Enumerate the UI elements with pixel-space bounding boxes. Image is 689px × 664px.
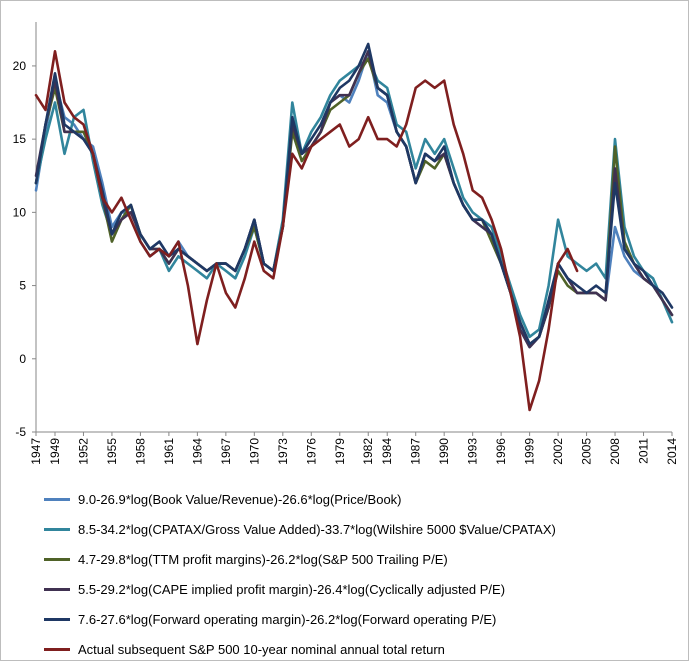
legend-swatch bbox=[44, 617, 70, 621]
x-tick-label: 2011 bbox=[637, 438, 651, 464]
legend-label: 8.5-34.2*log(CPATAX/Gross Value Added)-3… bbox=[78, 521, 556, 537]
legend-label: 5.5-29.2*log(CAPE implied profit margin)… bbox=[78, 581, 506, 597]
legend-label: Actual subsequent S&P 500 10-year nomina… bbox=[78, 641, 445, 657]
series-line-2 bbox=[34, 57, 674, 339]
legend-swatch bbox=[44, 647, 70, 651]
y-tick-label: 20 bbox=[13, 59, 27, 73]
series-line-4 bbox=[34, 49, 674, 349]
x-tick-label: 1999 bbox=[523, 438, 537, 465]
legend-item-2: 8.5-34.2*log(CPATAX/Gross Value Added)-3… bbox=[44, 514, 684, 544]
y-tick-label: -5 bbox=[15, 425, 26, 439]
legend-item-1: 9.0-26.9*log(Book Value/Revenue)-26.6*lo… bbox=[44, 484, 684, 514]
x-axis: 1947 1949 1952 1955 1958 1961 1964 1967 1970 1973… bbox=[29, 431, 679, 465]
legend-label: 4.7-29.8*log(TTM profit margins)-26.2*lo… bbox=[78, 551, 448, 567]
x-tick-label: 2002 bbox=[551, 438, 565, 465]
x-tick-label: 1964 bbox=[190, 438, 204, 465]
x-tick-label: 1987 bbox=[409, 438, 423, 465]
x-tick-label: 1952 bbox=[76, 438, 90, 465]
x-tick-label: 1967 bbox=[219, 438, 233, 465]
x-tick-label: 1973 bbox=[276, 438, 290, 465]
x-tick-label: 2008 bbox=[608, 438, 622, 465]
y-tick-label: 0 bbox=[19, 352, 26, 366]
legend-item-3: 4.7-29.8*log(TTM profit margins)-26.2*lo… bbox=[44, 544, 684, 574]
x-tick-label: 1996 bbox=[494, 438, 508, 465]
x-tick-label: 1970 bbox=[247, 438, 261, 465]
x-tick-label: 1949 bbox=[48, 438, 62, 465]
x-tick-label: 1982 bbox=[361, 438, 375, 465]
legend-item-4: 5.5-29.2*log(CAPE implied profit margin)… bbox=[44, 574, 684, 604]
legend-swatch bbox=[44, 497, 70, 501]
x-tick-label: 2005 bbox=[580, 438, 594, 465]
legend-label: 9.0-26.9*log(Book Value/Revenue)-26.6*lo… bbox=[78, 491, 402, 507]
x-tick-label: 1979 bbox=[333, 438, 347, 465]
y-tick-label: 10 bbox=[13, 205, 27, 219]
legend-swatch bbox=[44, 587, 70, 591]
x-tick-label: 1976 bbox=[304, 438, 318, 465]
legend-item-6: Actual subsequent S&P 500 10-year nomina… bbox=[44, 634, 684, 664]
legend-swatch bbox=[44, 557, 70, 561]
x-tick-label: 1990 bbox=[437, 438, 451, 465]
x-tick-label: 1955 bbox=[105, 438, 119, 465]
series-line-3 bbox=[34, 57, 674, 346]
y-tick-label: 15 bbox=[13, 132, 27, 146]
x-tick-label: 1961 bbox=[162, 438, 176, 465]
series-line-1 bbox=[34, 49, 674, 349]
legend-label: 7.6-27.6*log(Forward operating margin)-2… bbox=[78, 611, 497, 627]
x-tick-label: 1993 bbox=[466, 438, 480, 465]
x-tick-label: 1958 bbox=[133, 438, 147, 465]
series-line-5 bbox=[34, 42, 674, 346]
legend-swatch bbox=[44, 527, 70, 531]
y-axis: -5 0 5 10 15 20 bbox=[13, 22, 37, 439]
y-tick-label: 5 bbox=[19, 279, 26, 293]
x-tick-label: 1947 bbox=[29, 438, 43, 465]
x-tick-label: 2014 bbox=[665, 438, 679, 465]
series-line-6 bbox=[34, 49, 579, 412]
series-lines bbox=[34, 42, 674, 412]
legend: 9.0-26.9*log(Book Value/Revenue)-26.6*lo… bbox=[44, 484, 684, 664]
x-tick-label: 1984 bbox=[380, 438, 394, 465]
legend-item-5: 7.6-27.6*log(Forward operating margin)-2… bbox=[44, 604, 684, 634]
